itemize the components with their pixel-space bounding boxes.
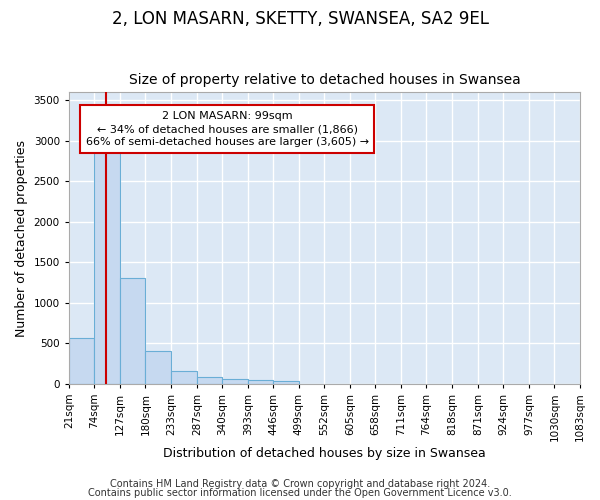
Bar (197, 378, 223, 384)
X-axis label: Distribution of detached houses by size in Swansea: Distribution of detached houses by size … (163, 447, 486, 460)
Text: 2, LON MASARN, SKETTY, SWANSEA, SA2 9EL: 2, LON MASARN, SKETTY, SWANSEA, SA2 9EL (112, 10, 488, 28)
Bar (120, 278, 145, 384)
Bar (69, 338, 94, 384)
Bar (94, 146, 120, 384)
Text: Contains public sector information licensed under the Open Government Licence v3: Contains public sector information licen… (88, 488, 512, 498)
Bar (145, 350, 171, 384)
Bar (248, 380, 274, 384)
Bar (223, 380, 248, 384)
Bar (171, 371, 197, 384)
Y-axis label: Number of detached properties: Number of detached properties (15, 140, 28, 336)
Text: 2 LON MASARN: 99sqm
← 34% of detached houses are smaller (1,866)
66% of semi-det: 2 LON MASARN: 99sqm ← 34% of detached ho… (86, 111, 369, 148)
Text: Contains HM Land Registry data © Crown copyright and database right 2024.: Contains HM Land Registry data © Crown c… (110, 479, 490, 489)
Bar (274, 380, 299, 384)
Title: Size of property relative to detached houses in Swansea: Size of property relative to detached ho… (128, 73, 520, 87)
